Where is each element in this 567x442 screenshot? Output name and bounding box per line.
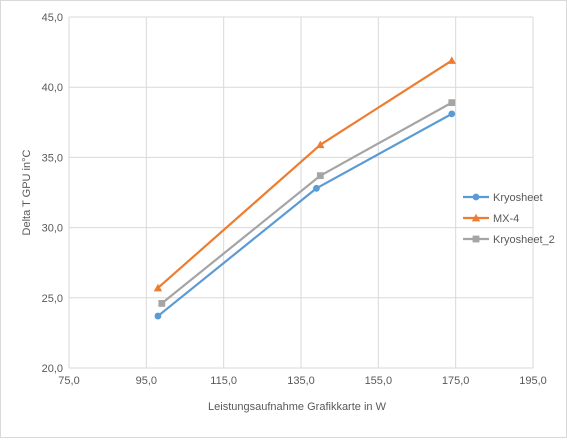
legend-marker-kryosheet bbox=[472, 193, 480, 201]
data-point-kryosheet-2 bbox=[158, 300, 166, 307]
data-point-mx-4 bbox=[153, 283, 163, 292]
x-tick-label: 75,0 bbox=[58, 375, 79, 387]
y-tick-label: 25,0 bbox=[42, 293, 63, 305]
legend-label-kryosheet: Kryosheet bbox=[493, 192, 543, 204]
data-point-mx-4 bbox=[447, 56, 456, 64]
x-tick-label: 95,0 bbox=[136, 375, 157, 387]
y-axis-title: Delta T GPU in°C bbox=[21, 149, 33, 235]
legend-label-kryosheet-2: Kryosheet_2 bbox=[493, 234, 555, 246]
series-line-kryosheet-2 bbox=[161, 101, 453, 305]
x-tick-label: 115,0 bbox=[210, 375, 237, 387]
y-tick-label: 40,0 bbox=[42, 82, 63, 94]
y-tick-labels: 20,0 25,0 30,0 35,0 40,0 45,0 bbox=[42, 12, 63, 375]
x-tick-labels: 75,0 95,0 115,0 135,0 155,0 175,0 195,0 bbox=[58, 375, 546, 387]
y-tick-label: 45,0 bbox=[42, 12, 63, 24]
legend-label-mx-4: MX-4 bbox=[493, 213, 519, 225]
x-tick-label: 195,0 bbox=[519, 375, 547, 387]
y-tick-label: 30,0 bbox=[42, 223, 63, 235]
y-tick-label: 35,0 bbox=[42, 152, 63, 164]
x-tick-label: 155,0 bbox=[365, 375, 393, 387]
data-point-kryosheet bbox=[154, 312, 162, 320]
data-point-kryosheet bbox=[313, 184, 320, 192]
x-tick-label: 175,0 bbox=[442, 375, 470, 387]
series-line-kryosheet bbox=[157, 112, 453, 317]
x-tick-label: 135,0 bbox=[287, 375, 315, 387]
data-point-kryosheet bbox=[448, 110, 456, 118]
data-point-kryosheet-2 bbox=[316, 172, 324, 180]
legend-marker-mx-4 bbox=[471, 213, 481, 222]
x-axis-title: Leistungsaufnahme Grafikkarte in W bbox=[208, 401, 387, 413]
legend: Kryosheet MX-4 Kryosheet_2 bbox=[463, 192, 555, 246]
series-group bbox=[153, 56, 456, 320]
y-tick-label: 20,0 bbox=[42, 363, 63, 375]
legend-marker-kryosheet-2 bbox=[472, 235, 480, 243]
data-point-mx-4 bbox=[316, 140, 325, 149]
series-line-mx-4 bbox=[157, 59, 453, 289]
grid bbox=[68, 16, 534, 369]
data-point-kryosheet-2 bbox=[448, 99, 456, 107]
